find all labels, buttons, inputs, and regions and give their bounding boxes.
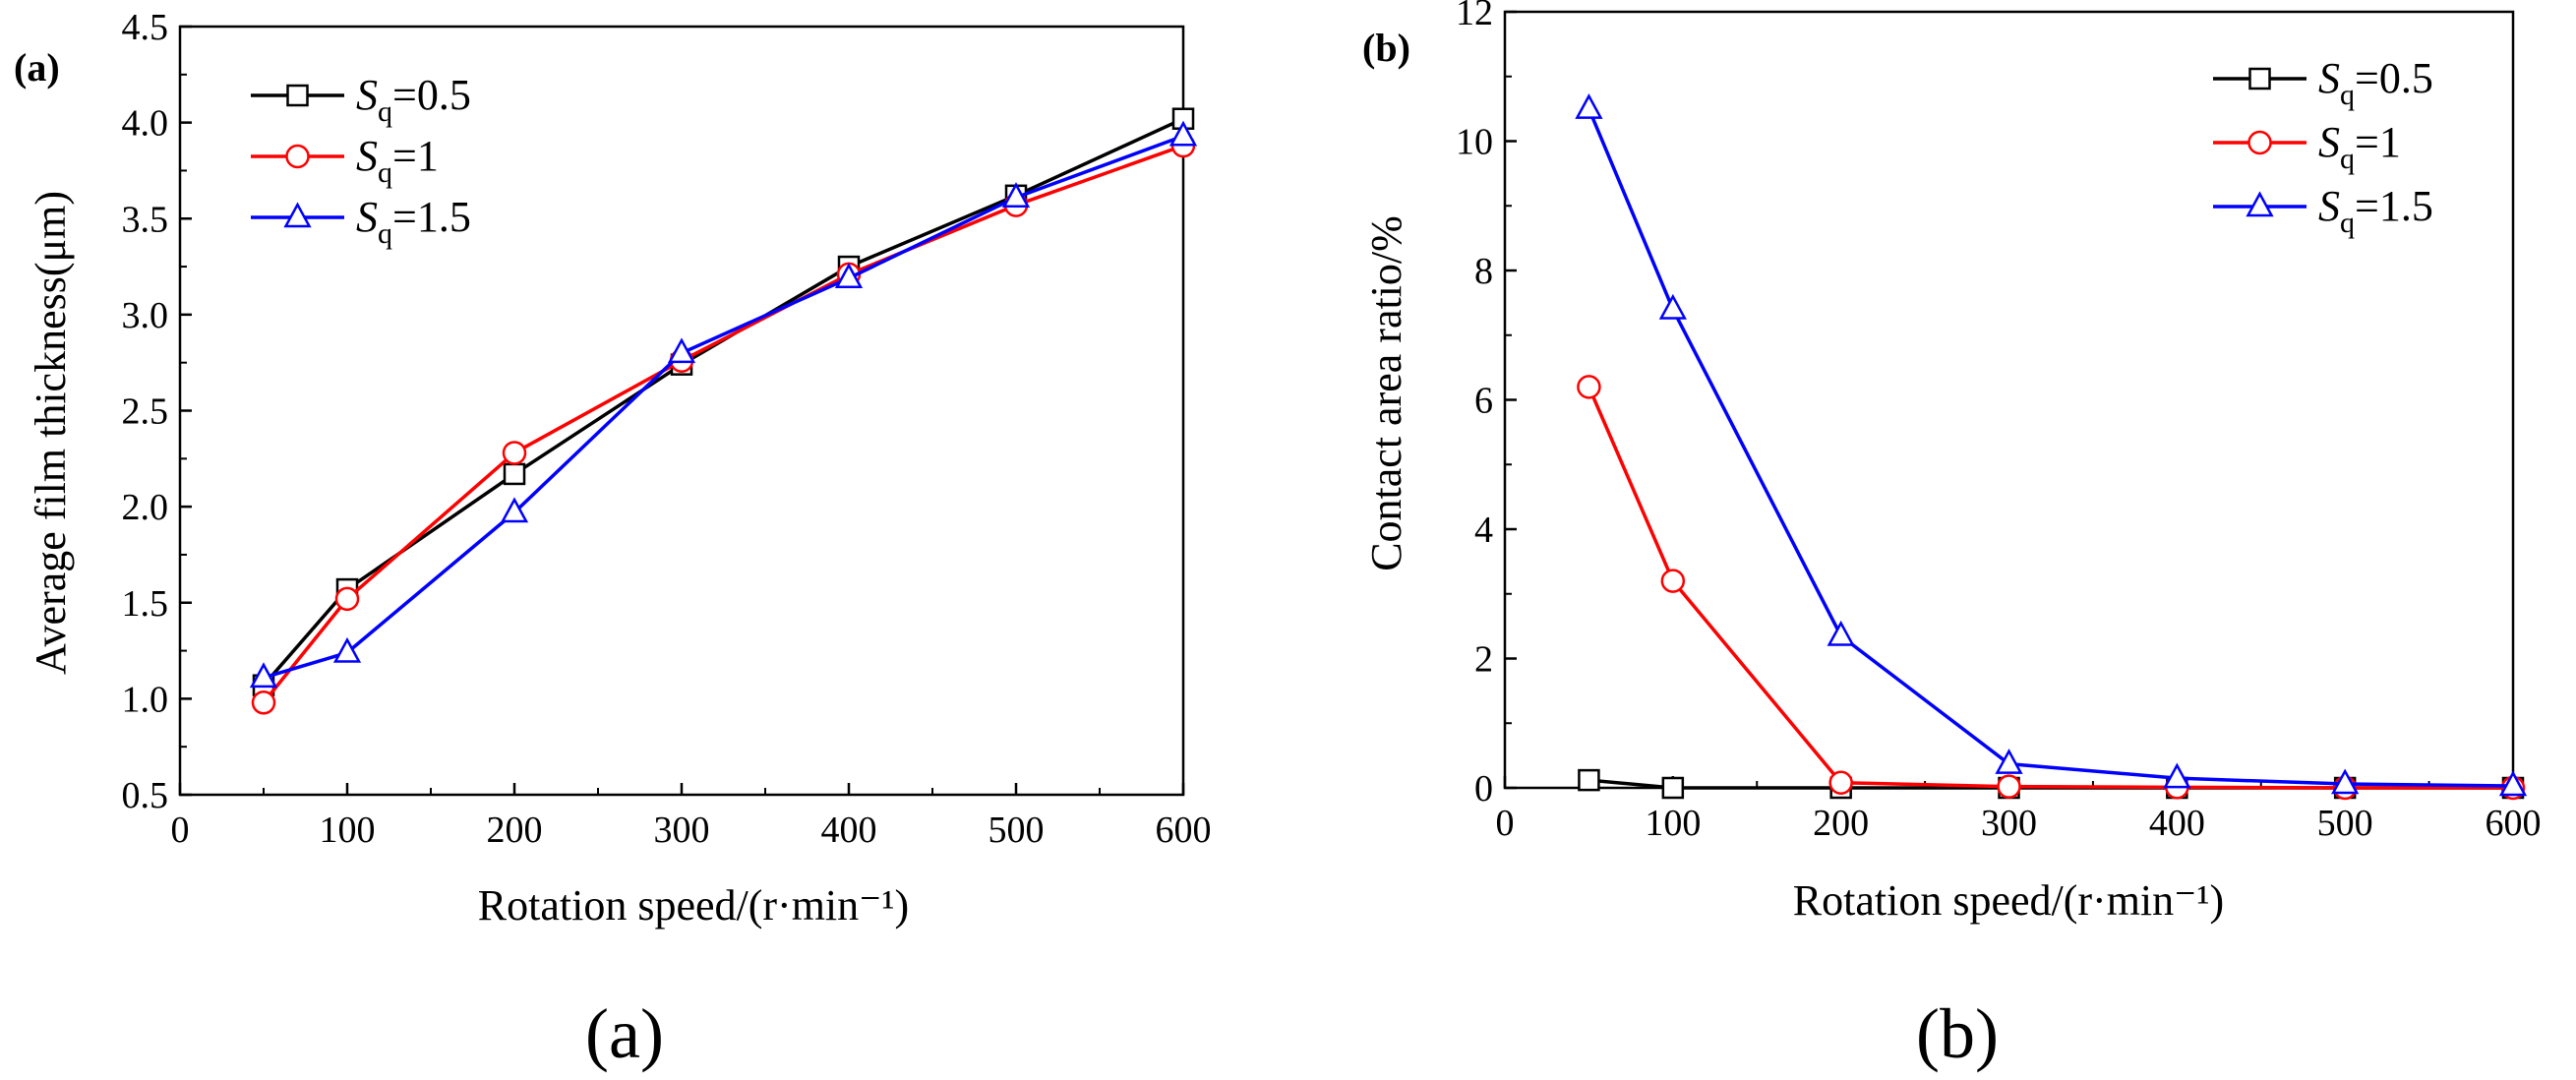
panel-b-x-tick-label: 0: [1496, 803, 1515, 844]
panel-b-data-point: [1997, 774, 2021, 799]
panel-b-y-tick-label: 4: [1474, 510, 1493, 551]
panel-b-x-tick-label: 200: [1813, 803, 1869, 844]
panel-a-legend-label: Sq=0.5: [356, 71, 471, 128]
panel-a-data-point: [834, 263, 864, 289]
panel-a-x-tick-label: 100: [320, 810, 376, 851]
panel-b-caption: (b): [1916, 994, 1999, 1073]
panel-a-data-point: [251, 690, 276, 715]
panel-a-data-point: [1168, 120, 1198, 147]
panel-b-x-tick-label: 400: [2149, 803, 2205, 844]
panel-b-legend-marker: [2246, 191, 2274, 217]
panel-b-data-point: [1828, 770, 1853, 795]
panel-b-data-point: [2163, 762, 2191, 789]
panel-a-data-point: [1001, 182, 1031, 209]
panel-a-y-tick-label: 0.5: [122, 775, 169, 816]
panel-b-data-point: [2331, 768, 2360, 795]
panel-b-tag: (b): [1362, 26, 1410, 70]
panel-b-y-tick-label: 12: [1456, 0, 1493, 33]
panel-b-legend-label: Sq=1.5: [2318, 182, 2433, 239]
panel-b-data-point: [1578, 768, 1600, 792]
panel-a-x-tick-label: 400: [821, 810, 877, 851]
panel-b-y-axis-title: Contact area ratio/%: [1362, 215, 1410, 571]
panel-a-data-point: [249, 662, 278, 689]
panel-a-x-tick-label: 600: [1156, 810, 1212, 851]
panel-a-x-tick-label: 200: [487, 810, 543, 851]
panel-a-legend-label: Sq=1.5: [356, 193, 471, 250]
panel-b-legend-label: Sq=1: [2318, 118, 2401, 175]
panel-a-y-tick-label: 4.0: [122, 103, 169, 145]
panel-a-y-tick-label: 2.5: [122, 391, 169, 433]
panel-a-caption: (a): [585, 994, 664, 1073]
panel-a-x-axis-title: Rotation speed/(r·min⁻¹): [478, 881, 909, 930]
panel-a-x-tick-label: 300: [654, 810, 710, 851]
panel-b-chart: (b) Sq=0.5 Sq=1 Sq=1.5 Rotation speed/(r·m…: [1362, 0, 2542, 1073]
panel-a-y-axis-title: Average film thickness(μm): [27, 191, 75, 675]
panel-a-tag: (a): [14, 45, 60, 90]
panel-a-data-point: [334, 586, 360, 612]
panel-a-chart: (a) Sq=0.5Sq=1Sq=1.5 Rotation speed/(r·m…: [14, 7, 1212, 1073]
panel-a-data-point: [502, 441, 527, 465]
panel-a-legend-label: Sq=1: [356, 132, 439, 189]
panel-a-legend-marker: [286, 84, 309, 107]
panel-a-series-3: [249, 120, 1198, 689]
panel-b-y-tick-label: 10: [1456, 122, 1493, 163]
panel-a-legend-marker: [283, 202, 312, 228]
panel-a-data-point: [503, 462, 526, 486]
panel-b-legend-marker: [2247, 130, 2272, 155]
panel-b-y-tick-label: 0: [1474, 768, 1493, 810]
panel-a-y-tick-label: 4.5: [122, 7, 169, 48]
panel-b-x-tick-label: 600: [2486, 803, 2542, 844]
panel-b-y-tick-label: 8: [1474, 251, 1493, 292]
panel-b-legend: Sq=0.5 Sq=1 Sq=1.5: [2213, 54, 2433, 239]
panel-b-series-3: [1575, 93, 2528, 797]
panel-b-x-tick-label: 100: [1645, 803, 1701, 844]
panel-b-data-point: [1660, 569, 1686, 593]
panel-b-x-tick-label: 500: [2317, 803, 2373, 844]
panel-a-y-tick-label: 1.0: [122, 679, 169, 720]
panel-a-y-tick-label: 2.0: [122, 487, 169, 528]
panel-b-x-tick-label: 300: [1981, 803, 2037, 844]
panel-b-y-tick-label: 2: [1474, 639, 1493, 681]
panel-a-x-tick-label: 0: [171, 810, 190, 851]
panel-a-data-point: [500, 497, 529, 523]
panel-b-legend-marker: [2248, 67, 2271, 90]
panel-b-x-axis-title: Rotation speed/(r·min⁻¹): [1793, 876, 2224, 925]
panel-b-data-point: [2498, 770, 2528, 797]
panel-a-y-tick-label: 3.5: [122, 199, 169, 240]
panel-a-x-tick-label: 500: [988, 810, 1045, 851]
panel-b-data-point: [1575, 93, 1603, 119]
panel-b-y-tick-label: 6: [1474, 381, 1493, 422]
panel-b-data-point: [1658, 293, 1687, 320]
panel-a-y-tick-label: 1.5: [122, 583, 169, 625]
panel-a-y-tick-label: 3.0: [122, 295, 169, 336]
panel-b-data-point: [1577, 375, 1601, 399]
panel-a-legend: Sq=0.5Sq=1Sq=1.5: [251, 71, 471, 250]
panel-a-legend-marker: [285, 144, 310, 169]
panel-b-data-point: [1995, 749, 2023, 774]
panel-b-legend-label: Sq=0.5: [2318, 54, 2433, 111]
panel-a-data-point: [667, 337, 696, 364]
panel-b-data-point: [1661, 776, 1685, 800]
panel-a-data-point: [332, 636, 362, 663]
panel-b-data-point: [1827, 620, 1855, 646]
